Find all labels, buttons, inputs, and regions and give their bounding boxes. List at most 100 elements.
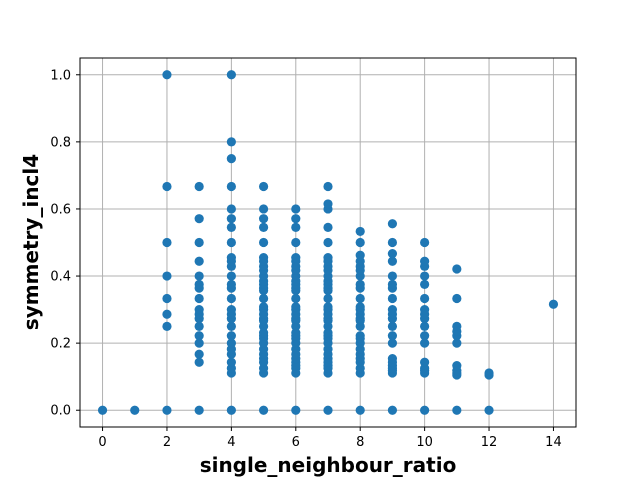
scatter-point (291, 328, 301, 338)
scatter-point (323, 328, 333, 338)
scatter-point (226, 237, 236, 248)
scatter-point (226, 154, 236, 164)
scatter-point (548, 299, 559, 309)
scatter-point (420, 256, 430, 266)
scatter-point (387, 248, 398, 259)
y-tick-label: 0.8 (50, 135, 71, 150)
scatter-point (355, 331, 365, 341)
scatter-point (420, 405, 430, 415)
scatter-point (420, 293, 430, 304)
scatter-point (291, 214, 301, 224)
scatter-point (226, 271, 236, 281)
x-tick-label: 10 (416, 435, 433, 450)
scatter-point (162, 181, 172, 192)
scatter-point (452, 321, 462, 331)
scatter-point (162, 70, 172, 80)
scatter-point (226, 357, 236, 367)
scatter-point (194, 214, 204, 224)
scatter-point (194, 181, 204, 192)
data-points (97, 70, 559, 415)
scatter-point (194, 338, 204, 348)
scatter-point (226, 204, 236, 214)
scatter-point (452, 405, 462, 415)
scatter-point (162, 405, 172, 415)
scatter-point (420, 338, 430, 348)
scatter-point (226, 331, 236, 341)
scatter-point (355, 405, 365, 415)
scatter-point (387, 271, 398, 281)
scatter-point (258, 181, 269, 192)
scatter-point (387, 405, 398, 415)
scatter-point (194, 331, 204, 341)
scatter-point (484, 368, 494, 378)
x-tick-label: 12 (481, 435, 498, 450)
scatter-point (355, 302, 365, 312)
y-tick-label: 0.0 (50, 404, 71, 419)
scatter-point (226, 70, 236, 80)
scatter-point (194, 271, 204, 281)
scatter-point (420, 271, 430, 281)
scatter-point (194, 357, 204, 367)
scatter-point (355, 226, 365, 237)
y-tick-label: 1.0 (50, 68, 71, 83)
scatter-point (387, 304, 398, 315)
scatter-point (194, 321, 204, 331)
scatter-point (323, 405, 333, 415)
scatter-point (452, 338, 462, 348)
scatter-point (387, 237, 398, 248)
scatter-point (387, 338, 398, 348)
scatter-point (323, 237, 333, 248)
scatter-point (323, 222, 333, 233)
x-tick-label: 6 (292, 435, 300, 450)
scatter-point (387, 321, 398, 331)
scatter-point (291, 293, 301, 304)
scatter-point (194, 237, 204, 248)
scatter-point (162, 237, 172, 248)
x-tick-label: 4 (227, 435, 235, 450)
scatter-point (355, 293, 365, 304)
x-axis-ticks: 0 2 4 6 8 10 12 14 (98, 427, 562, 450)
scatter-point (258, 328, 269, 338)
scatter-point (97, 405, 108, 415)
scatter-point (387, 256, 398, 266)
scatter-point (323, 252, 333, 263)
scatter-point (226, 405, 236, 415)
scatter-point (291, 405, 301, 415)
scatter-point (162, 293, 172, 304)
scatter-point (452, 361, 462, 371)
x-tick-label: 14 (545, 435, 562, 450)
scatter-point (387, 331, 398, 341)
scatter-point (420, 279, 430, 290)
scatter-point (194, 293, 204, 304)
scatter-point (226, 321, 236, 331)
scatter-point (258, 204, 269, 214)
scatter-point (226, 214, 236, 224)
scatter-point (323, 293, 333, 304)
y-tick-label: 0.2 (50, 337, 71, 352)
scatter-point (258, 252, 269, 263)
scatter-point (258, 214, 269, 224)
scatter-point (258, 222, 269, 233)
scatter-point (291, 237, 301, 248)
scatter-point (226, 181, 236, 192)
y-tick-label: 0.4 (50, 270, 71, 285)
scatter-point (387, 293, 398, 304)
scatter-point (162, 271, 172, 281)
scatter-point (226, 137, 236, 147)
scatter-point (258, 405, 269, 415)
scatter-point (291, 252, 301, 263)
scatter-point (258, 293, 269, 304)
scatter-point (194, 349, 204, 359)
scatter-point (226, 293, 236, 304)
y-tick-label: 0.6 (50, 202, 71, 217)
scatter-point (291, 222, 301, 233)
scatter-point (323, 302, 333, 312)
x-tick-label: 2 (163, 435, 171, 450)
plot-frame (79, 57, 577, 428)
scatter-point (194, 304, 204, 315)
scatter-point (226, 304, 236, 315)
scatter-point (355, 279, 365, 290)
x-tick-label: 8 (356, 435, 364, 450)
scatter-point (258, 302, 269, 312)
